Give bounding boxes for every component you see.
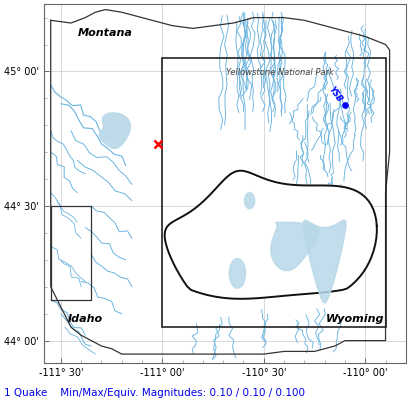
Bar [162,58,384,327]
Polygon shape [303,220,345,303]
Text: Montana: Montana [78,28,133,38]
Polygon shape [244,192,254,209]
Text: 1 Quake    Min/Max/Equiv. Magnitudes: 0.10 / 0.10 / 0.100: 1 Quake Min/Max/Equiv. Magnitudes: 0.10 … [4,388,304,398]
Polygon shape [270,222,319,271]
Text: YSB: YSB [326,85,343,104]
Polygon shape [51,206,91,300]
Polygon shape [164,171,376,299]
Polygon shape [99,113,130,148]
Text: Yellowstone National Park: Yellowstone National Park [225,68,333,77]
Polygon shape [51,10,389,354]
Polygon shape [229,258,245,288]
Text: Idaho: Idaho [67,314,103,324]
Text: Wyoming: Wyoming [325,314,383,324]
